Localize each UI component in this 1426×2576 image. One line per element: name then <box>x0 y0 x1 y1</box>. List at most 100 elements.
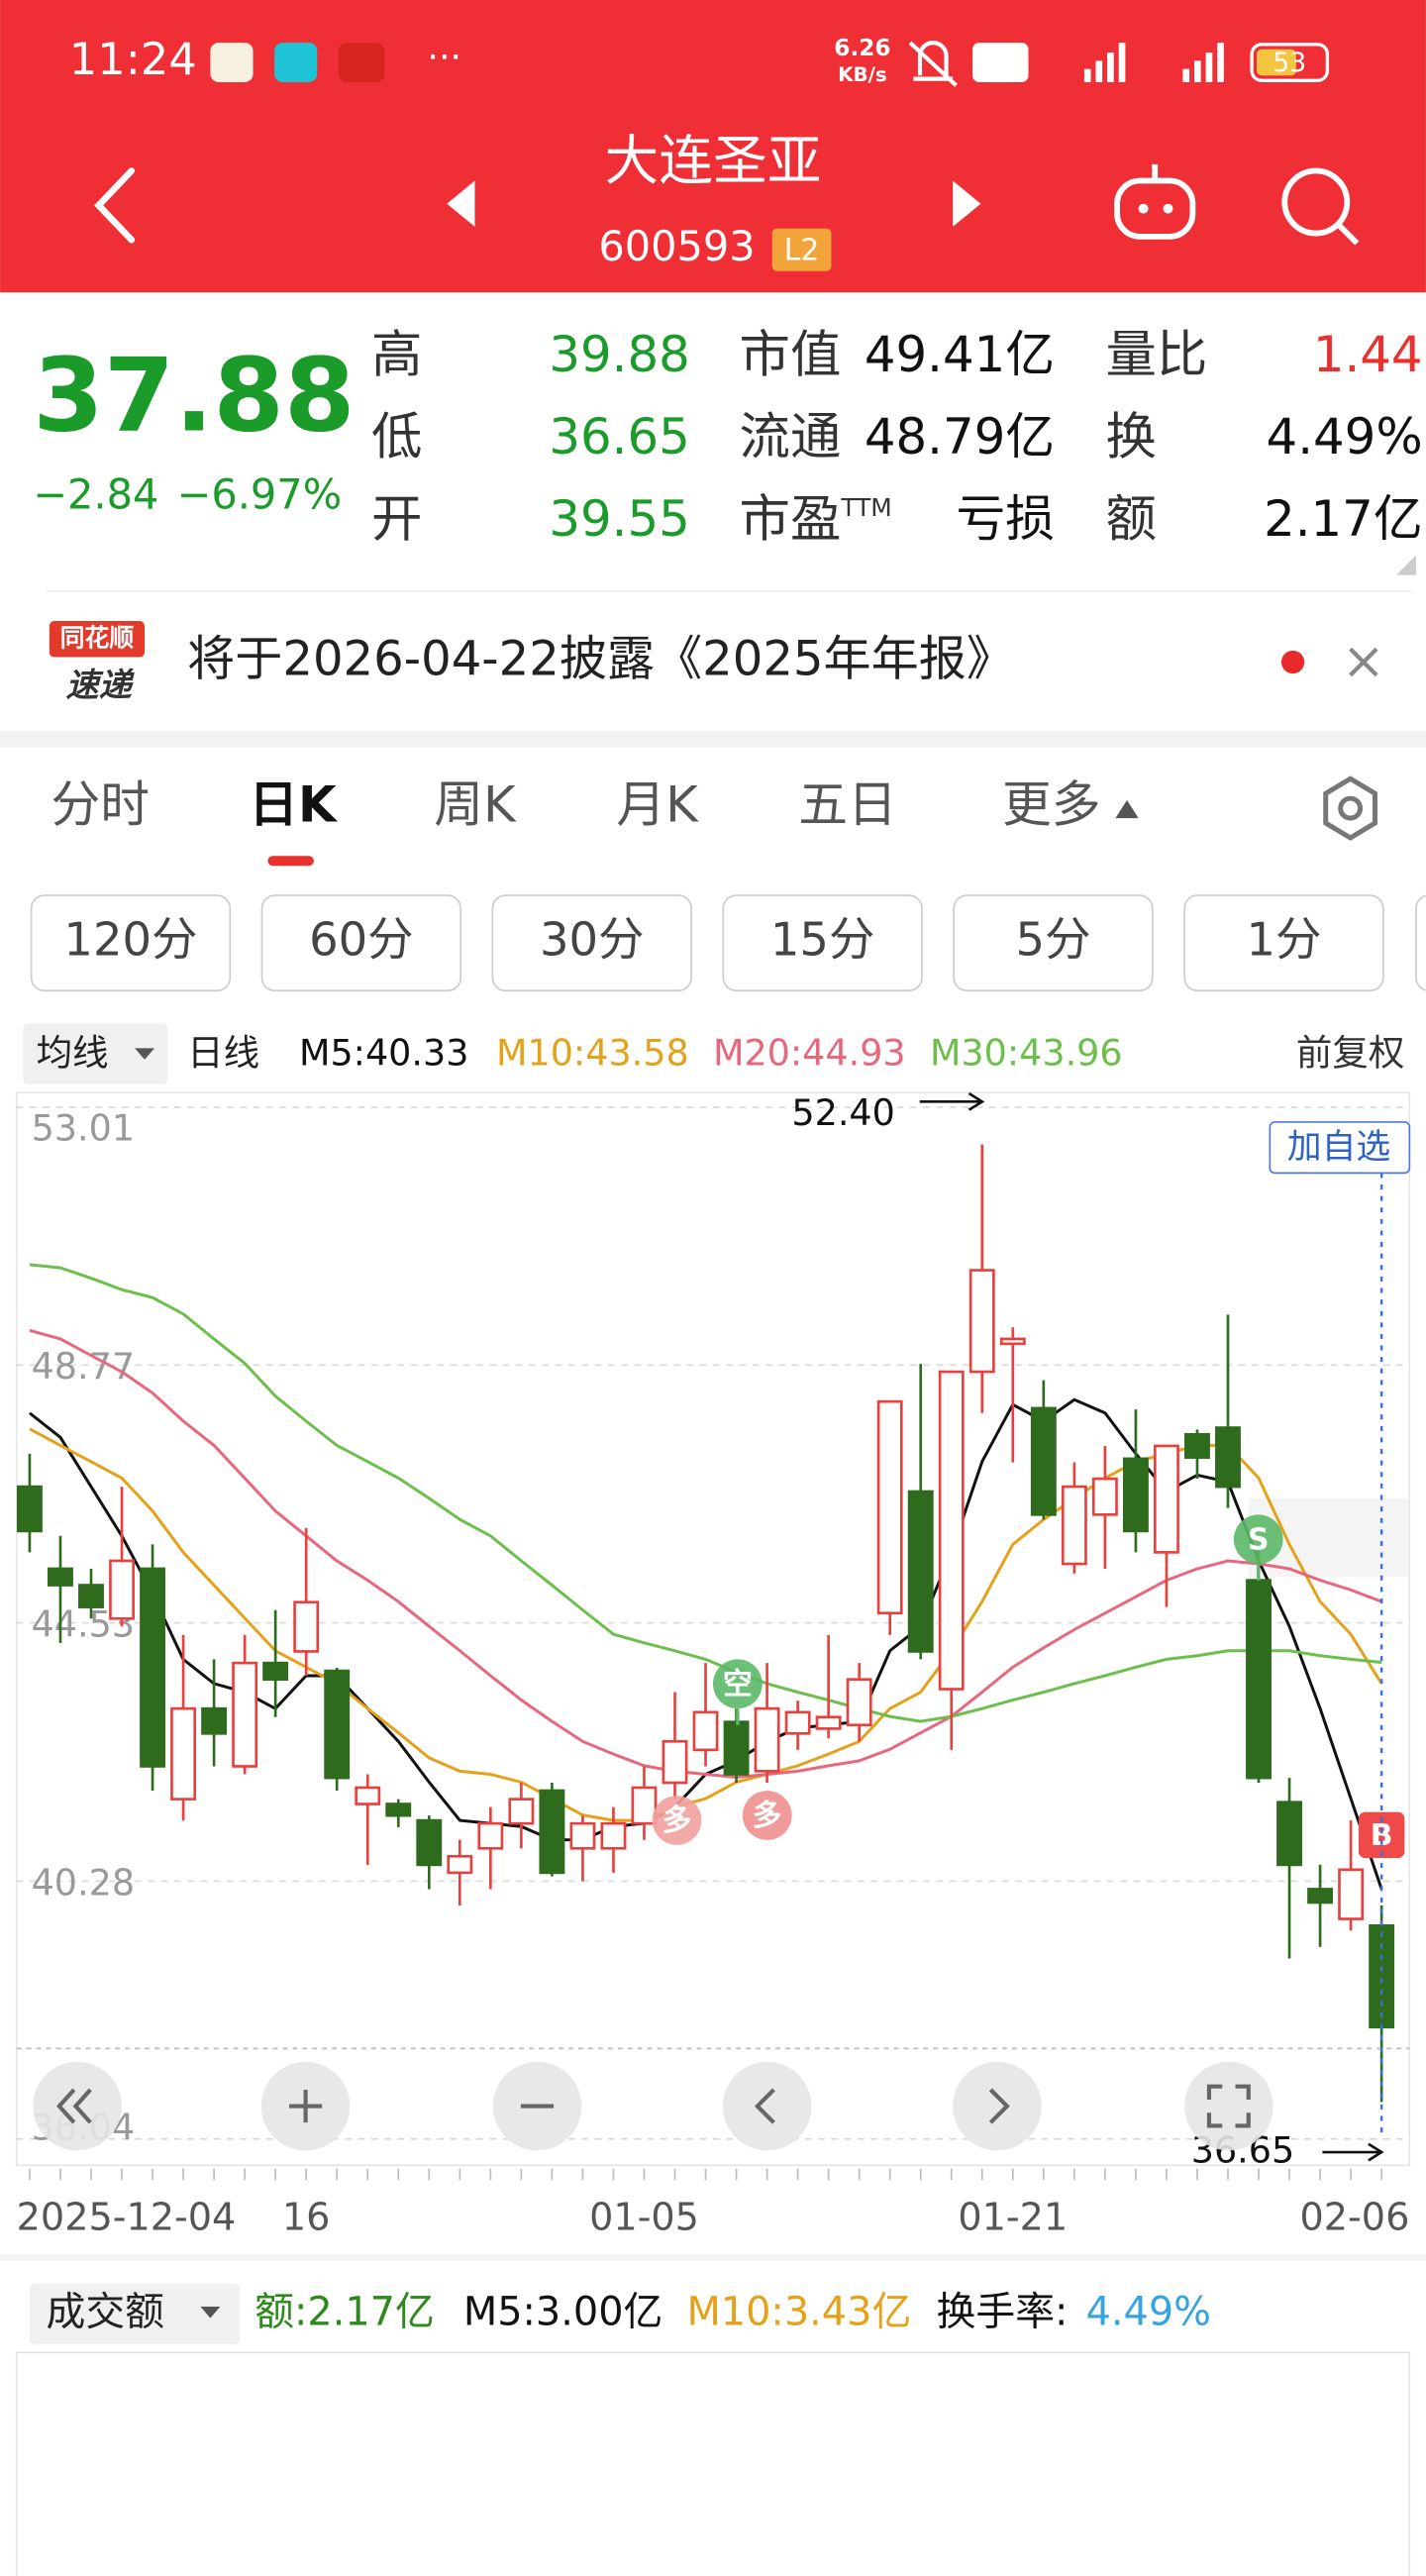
candle-body <box>1369 1923 1395 2029</box>
x-tick-label: 01-05 <box>589 2196 699 2239</box>
dropdown-arrow <box>135 1048 155 1060</box>
volume-m5: M5:3.00亿 <box>463 2290 662 2335</box>
candle-body <box>723 1720 750 1776</box>
adjust[interactable]: 前复权 <box>1296 1031 1404 1074</box>
candle-body <box>293 1600 320 1653</box>
signal <box>1358 1811 1405 1859</box>
battery-level <box>1257 49 1296 76</box>
nav-button[interactable] <box>953 2061 1042 2151</box>
stock-name: 大连圣亚 <box>605 129 822 192</box>
field-label: 开 <box>371 489 422 549</box>
field-label: 换 <box>1105 408 1156 467</box>
tab[interactable]: 五日 <box>798 776 897 834</box>
candle-body <box>355 1786 381 1805</box>
x-tick-label: 01-21 <box>958 2196 1068 2239</box>
candle-body <box>17 1485 43 1533</box>
candle-body <box>201 1706 228 1735</box>
candle-body <box>631 1786 658 1825</box>
interval-button[interactable] <box>491 894 692 992</box>
field-label: 流通 <box>740 408 842 467</box>
notice-text[interactable]: 将于2026-04-22披露《2025年年报》 <box>187 631 1014 686</box>
y-tick-label: 40.28 <box>32 1861 135 1904</box>
signal-label: B <box>1371 1818 1393 1853</box>
search-icon[interactable] <box>1281 167 1360 246</box>
robot-eye <box>1163 203 1173 214</box>
turnover-label: 换手率: <box>937 2290 1069 2335</box>
prev-stock[interactable] <box>447 180 475 227</box>
candle-body <box>1276 1801 1302 1867</box>
tab[interactable]: 月K <box>616 776 699 834</box>
candle-body <box>1307 1888 1334 1905</box>
candle-body <box>754 1706 780 1773</box>
field-label: 量比 <box>1105 326 1207 385</box>
settings-icon[interactable] <box>1323 775 1377 841</box>
nav-button[interactable] <box>1184 2061 1273 2151</box>
logo-bottom: 速递 <box>65 666 135 704</box>
candle-body <box>539 1789 565 1875</box>
stock-code: 600593 <box>598 223 755 270</box>
interval-label: 30分 <box>540 913 645 967</box>
tab-indicator <box>267 856 314 867</box>
section-gap <box>0 731 1426 748</box>
field-label: 市值 <box>740 326 842 385</box>
candle-body <box>447 1854 473 1875</box>
candle-body <box>508 1798 535 1825</box>
field-value: 48.79亿 <box>865 408 1055 465</box>
nav-button[interactable] <box>722 2061 812 2151</box>
ma-line <box>29 1328 1382 1779</box>
volume-indicator: 成交额 <box>47 2290 164 2335</box>
tab[interactable]: 日K <box>249 776 339 834</box>
interval-button[interactable] <box>953 894 1154 992</box>
watch-text: 加自选 <box>1287 1128 1391 1168</box>
watch-button[interactable] <box>1269 1121 1411 1175</box>
app-icon <box>338 43 385 82</box>
signal-label: 空 <box>723 1667 753 1701</box>
level-badge <box>771 228 832 271</box>
interval-button[interactable] <box>260 894 462 992</box>
tab[interactable]: 更多 <box>1002 776 1101 834</box>
signal-label: 多 <box>662 1803 692 1838</box>
interval-label: 1分 <box>1246 913 1321 967</box>
tab[interactable]: 周K <box>434 776 517 834</box>
next-stock[interactable] <box>953 180 981 227</box>
interval-button[interactable] <box>722 894 923 992</box>
robot-icon[interactable] <box>1114 163 1196 240</box>
signal <box>742 1791 792 1840</box>
candle-body <box>938 1370 965 1691</box>
candle-body <box>1246 1579 1272 1780</box>
interval-button[interactable] <box>30 894 232 992</box>
candle-body <box>569 1821 596 1850</box>
signal-icon <box>1083 43 1224 82</box>
candle-body <box>1122 1457 1149 1533</box>
candle-body <box>170 1706 197 1801</box>
volume-m10: M10:3.43亿 <box>686 2290 911 2335</box>
indicator-select[interactable] <box>23 1023 168 1084</box>
high-label: 52.40 <box>791 1091 894 1134</box>
volume-select[interactable] <box>29 2283 241 2345</box>
back-button[interactable] <box>94 167 136 244</box>
level-text: L2 <box>784 233 820 267</box>
net-unit: KB/s <box>838 63 887 86</box>
candle-body <box>999 1337 1026 1346</box>
interval-button[interactable] <box>1183 894 1384 992</box>
battery-text: 53 <box>1273 48 1306 78</box>
candle-body <box>1061 1485 1087 1566</box>
time: 11:24 <box>69 33 197 85</box>
last-price: 37.88 <box>33 338 355 456</box>
signal-label: 多 <box>753 1799 782 1833</box>
field-value: 39.88 <box>549 326 689 383</box>
nav-icons <box>56 2084 1251 2128</box>
candle-body <box>109 1559 135 1620</box>
tab[interactable]: 分时 <box>51 776 151 834</box>
low-arrow <box>1322 2142 1384 2162</box>
interval-button[interactable] <box>1415 894 1426 991</box>
legend-entry: M10:43.58 <box>496 1031 689 1074</box>
net-speed: 6.26 <box>834 35 890 61</box>
more-icons: ··· <box>427 36 461 78</box>
chart-frame <box>15 1091 1411 2167</box>
x-tick-label: 2025-12-04 <box>17 2196 237 2239</box>
app-icon <box>210 43 254 82</box>
volume-frame <box>15 2351 1411 2576</box>
close-notice[interactable] <box>1349 647 1378 677</box>
